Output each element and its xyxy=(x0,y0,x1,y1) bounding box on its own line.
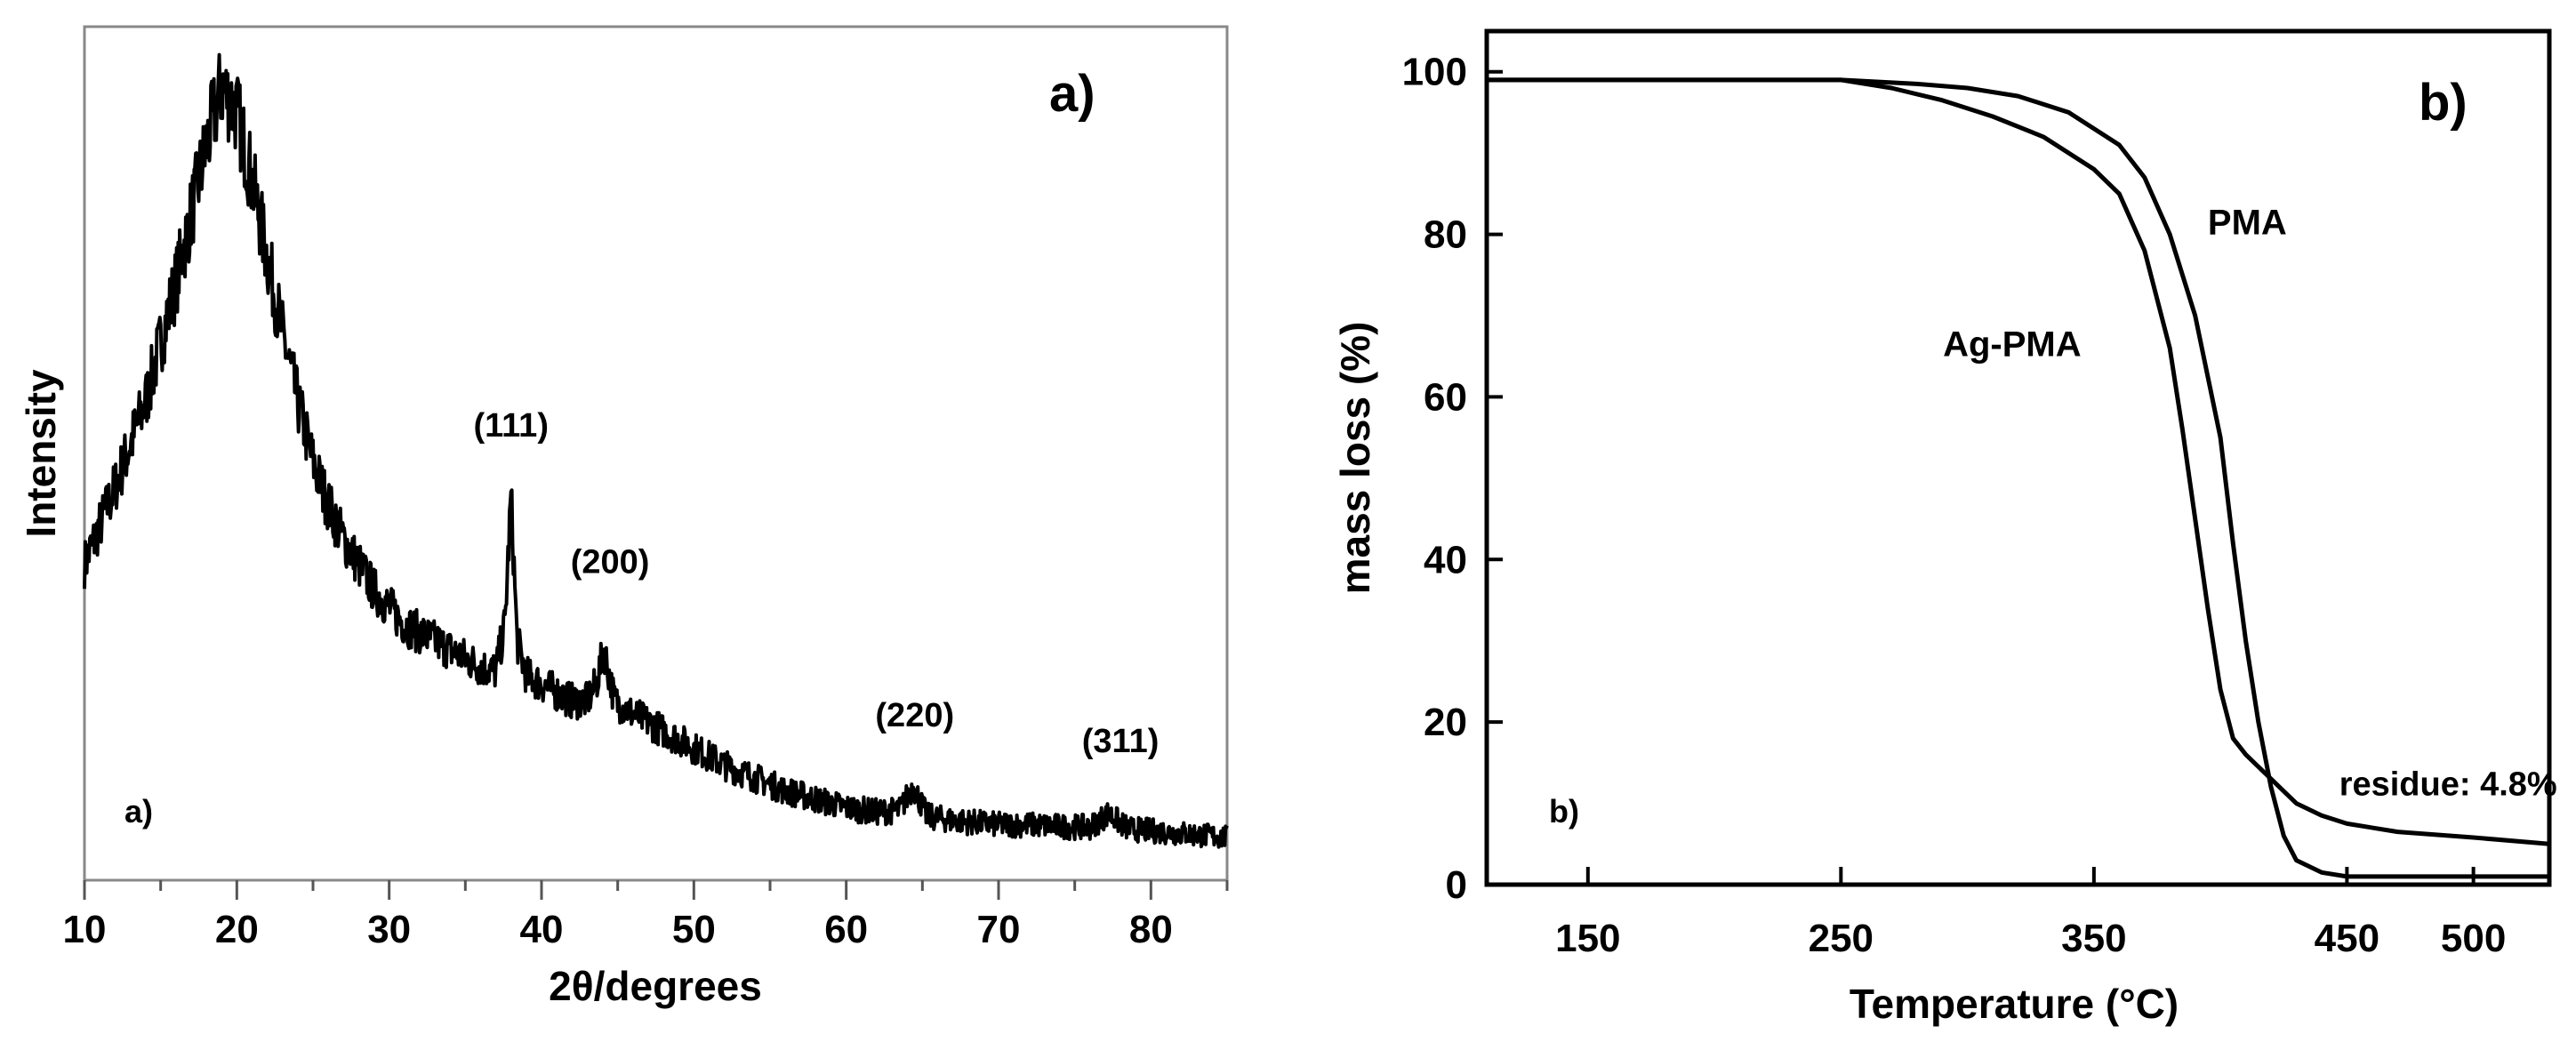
panel-b-x-tick-label: 150 xyxy=(1555,917,1620,960)
panel-a-x-tick-label: 40 xyxy=(520,908,564,951)
panel-a-label: a) xyxy=(1049,65,1095,123)
panel-a-x-ticks: 10 20 30 40 50 60 70 80 xyxy=(63,880,1229,951)
panel-b-x-tick-label: 350 xyxy=(2061,917,2126,960)
panel-b-y-ticks: 0 20 40 60 80 100 xyxy=(1402,51,1503,907)
panel-a-plot-frame xyxy=(83,25,1229,882)
panel-b-y-tick-label: 0 xyxy=(1446,863,1467,907)
panel-b-x-ticks: 150 250 350 450 500 xyxy=(1555,867,2506,960)
panel-a-chart: 10 20 30 40 50 60 70 80 (111) (200) (220) (311) a)… xyxy=(18,25,1229,1009)
panel-a-x-axis-label: 2θ/degrees xyxy=(549,963,762,1009)
panel-a-x-tick-label: 30 xyxy=(367,908,411,951)
panel-b-series-lines xyxy=(1487,77,2550,879)
panel-b-series-line-pma xyxy=(1487,77,2549,879)
panel-b-y-tick-label: 20 xyxy=(1424,701,1467,744)
panel-b-series-label-ag-pma: Ag-PMA xyxy=(1943,325,2082,365)
panel-b-chart: 150 250 350 450 500 0 20 40 60 80 100 PMA Ag-PMA r… xyxy=(1332,28,2557,1027)
panel-a-peak-label: (111) xyxy=(473,407,549,445)
panel-b-y-tick-label: 40 xyxy=(1424,538,1467,581)
panel-a-x-tick-label: 20 xyxy=(215,908,259,951)
panel-b-x-axis-label: Temperature (°C) xyxy=(1850,981,2179,1027)
panel-b-annotations: residue: 4.8% xyxy=(2339,765,2557,803)
panel-b-plot-frame xyxy=(1484,28,2552,887)
panel-b-x-tick-label: 500 xyxy=(2441,917,2506,960)
panel-b-y-tick-label: 100 xyxy=(1402,51,1467,94)
panel-a-series-line xyxy=(83,52,1229,849)
panel-a-label-small: a) xyxy=(124,793,153,830)
panel-a-peak-label: (200) xyxy=(571,543,650,581)
panel-a-x-tick-label: 70 xyxy=(977,908,1021,951)
panel-b-y-tick-label: 60 xyxy=(1424,375,1467,419)
panel-a-annotations: (111) (200) (220) (311) xyxy=(473,407,1159,760)
panel-a-peak-label: (220) xyxy=(875,697,954,734)
panel-b-y-tick-label: 80 xyxy=(1424,213,1467,257)
panel-b-y-axis-label: mass loss (%) xyxy=(1332,322,1378,595)
panel-a-x-tick-label: 10 xyxy=(63,908,107,951)
panel-b-label-small: b) xyxy=(1549,793,1579,830)
panel-a-y-axis-label: Intensity xyxy=(18,369,64,538)
panel-b-series-labels: PMA Ag-PMA xyxy=(1943,204,2287,365)
panel-b-x-tick-label: 250 xyxy=(1809,917,1874,960)
panel-b-label: b) xyxy=(2419,74,2468,132)
panel-a-peak-label: (311) xyxy=(1082,723,1160,760)
panel-a-x-tick-label: 50 xyxy=(672,908,716,951)
panel-b-x-tick-label: 450 xyxy=(2315,917,2379,960)
panel-a-x-tick-label: 80 xyxy=(1129,908,1173,951)
panel-b-series-line-ag-pma xyxy=(1487,77,2550,846)
panel-a-x-tick-label: 60 xyxy=(824,908,868,951)
panel-b-residue-label: residue: 4.8% xyxy=(2339,765,2557,803)
panel-b-series-label-pma: PMA xyxy=(2208,204,2287,243)
